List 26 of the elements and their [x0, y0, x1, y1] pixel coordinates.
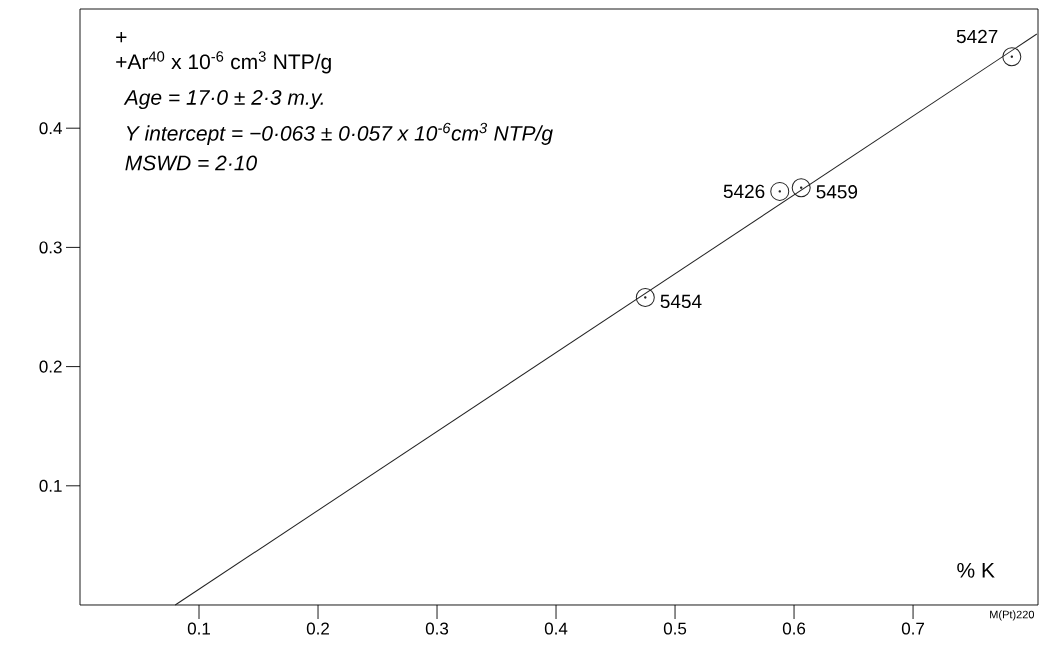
x-tick-label: 0.1 — [187, 622, 210, 635]
x-tick-label: 0.3 — [425, 622, 449, 635]
annotation: MSWD = 2·10 — [125, 155, 257, 171]
x-tick-label: 0.6 — [782, 622, 806, 635]
annotation: Y intercept = −0·063 ± 0·057 x 10$^{-6}$cm$^{3}$ NTP/g — [126, 122, 553, 145]
point — [1002, 47, 1022, 67]
x-axis-title: % K — [957, 562, 995, 578]
x-tick-label: 0.5 — [663, 622, 687, 635]
y-tick-label: 0.1 — [39, 479, 62, 492]
annotation: 5426 — [723, 184, 765, 199]
annotation: 5459 — [816, 185, 858, 199]
y-tick-label: 0.2 — [39, 360, 62, 373]
annotation: 5454 — [660, 294, 702, 309]
text: M(Pt)220 — [990, 610, 1035, 621]
x-tick-label: 0.7 — [901, 622, 925, 635]
y-tick-label: 0.4 — [39, 122, 62, 135]
annotation: 5427 — [956, 29, 998, 44]
x-tick-label: 0.2 — [306, 622, 329, 635]
y-tick-label: 0.3 — [39, 241, 62, 254]
y-axis-title: +Ar$^{40}$ x 10$^{-6}$ cm$^{3}$ NTP/g — [116, 51, 331, 74]
point — [635, 287, 655, 307]
x-tick-label: 0.4 — [544, 622, 568, 635]
point — [770, 181, 790, 201]
annotation: Age = 17·0 ± 2·3 m.y. — [123, 90, 323, 110]
point — [791, 178, 811, 198]
annotation: + — [116, 32, 127, 43]
